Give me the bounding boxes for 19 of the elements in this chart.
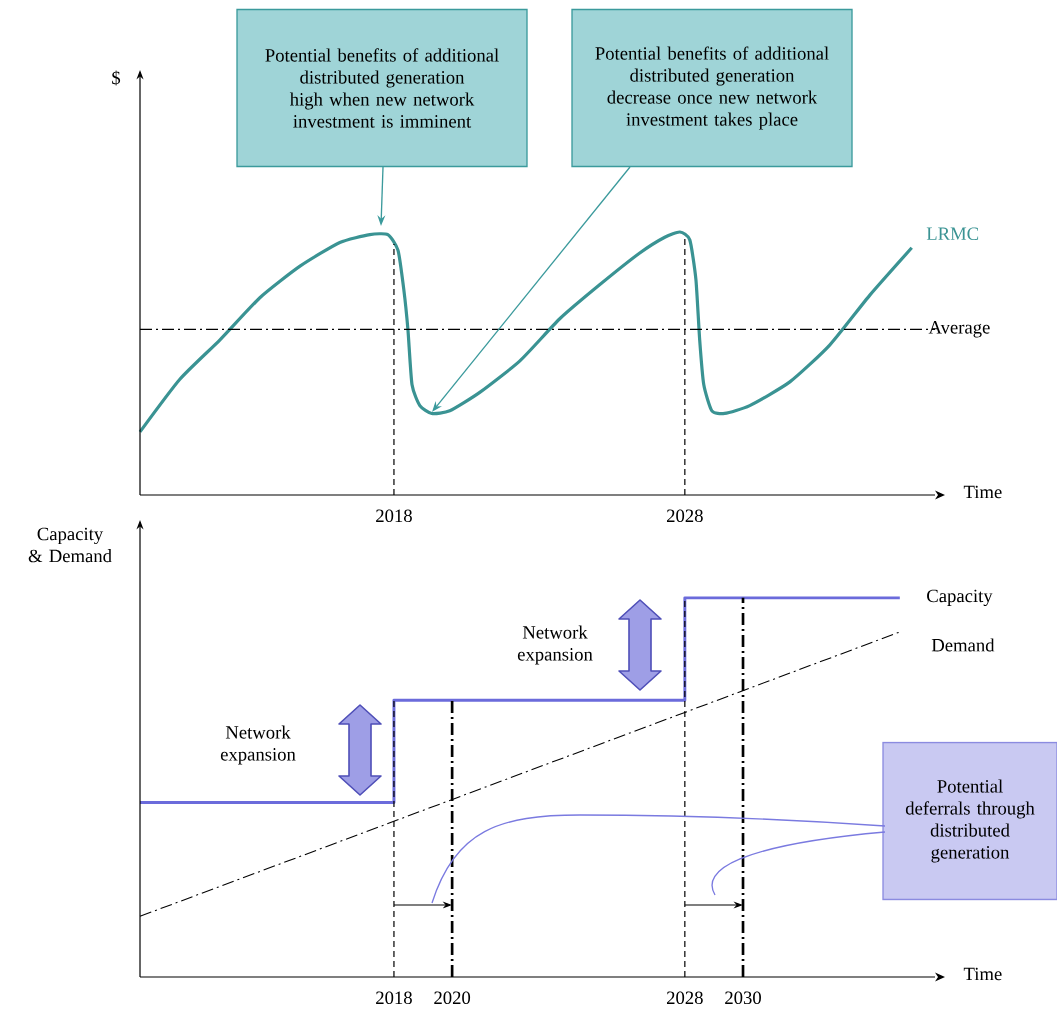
x-tick-label: 2030 [725,991,761,1005]
ref-line-label: Average [928,321,990,338]
annotation: Potential deferrals through distributed generation [905,779,1035,863]
x-axis-title: Time [963,485,1002,499]
x-tick-label: 2018 [376,509,412,523]
y-axis-title: $ [112,70,121,86]
annotation: Network expansion [220,725,296,765]
series-label: Demand [931,638,995,652]
annotation: Network expansion [517,625,593,665]
y-axis-title: Capacity & Demand [28,527,112,563]
x-tick-label: 2028 [666,991,703,1005]
series-label: LRMC [926,227,979,241]
x-tick-label: 2020 [434,991,471,1005]
text: Potential benefits of additional distributed generation high when new network investment is imminent [265,48,499,128]
x-tick-label: 2018 [376,991,412,1005]
series-label: Capacity [927,589,993,607]
x-tick-label: 2028 [666,509,703,523]
x-axis-title: Time [963,967,1002,981]
text: Potential benefits of additional distributed generation decrease once new network investment takes place [595,46,829,130]
